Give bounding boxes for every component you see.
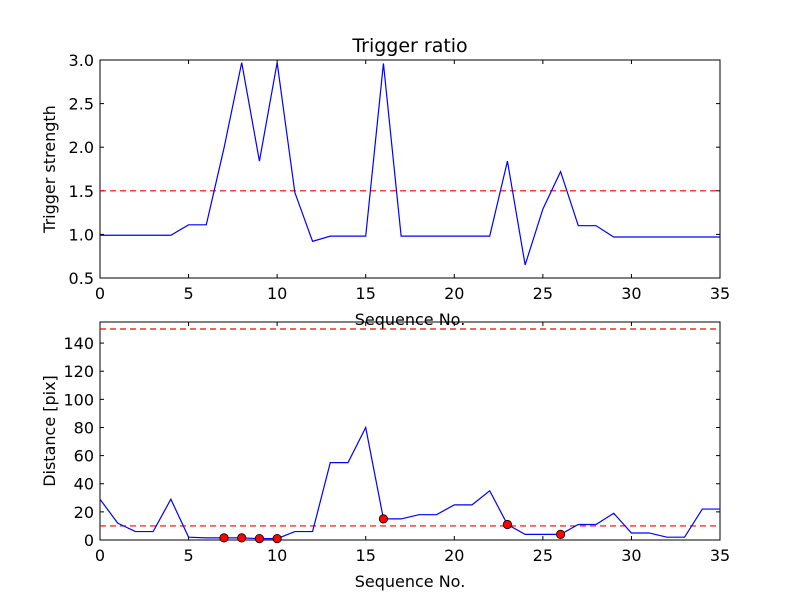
panel2-data-marker xyxy=(237,533,247,543)
panel1-axes-frame xyxy=(99,59,721,279)
panel2-x-tick-label: 20 xyxy=(444,546,464,565)
panel1-y-axis-label: Trigger strength xyxy=(40,105,59,234)
panel2-x-tick-label: 35 xyxy=(710,546,730,565)
panel1-x-tick-label: 25 xyxy=(533,284,553,303)
panel2-x-tick-label: 30 xyxy=(621,546,641,565)
panel2-y-tick-label: 100 xyxy=(63,390,94,409)
panel2-x-tick-label: 10 xyxy=(267,546,287,565)
panel1-x-tick-label: 30 xyxy=(621,284,641,303)
panel2-x-tick-label: 25 xyxy=(533,546,553,565)
panel1-y-tick-label: 2.5 xyxy=(69,95,94,114)
panel1-y-tick-label: 1.5 xyxy=(69,182,94,201)
panel2-y-tick-label: 40 xyxy=(74,475,94,494)
panel1-y-tick-label: 3.0 xyxy=(69,51,94,70)
panel2-data-marker xyxy=(502,519,513,530)
panel2-data-marker xyxy=(219,533,229,543)
panel1-x-tick-label: 0 xyxy=(95,284,105,303)
panel1-chart-title: Trigger ratio xyxy=(351,35,467,57)
panel2-data-marker xyxy=(555,529,566,539)
panel2-y-tick-label: 20 xyxy=(74,503,94,522)
panel1-y-tick-label: 0.5 xyxy=(69,269,94,288)
panel1-y-tick-label: 1.0 xyxy=(69,225,94,244)
panel2-x-tick-label: 5 xyxy=(183,546,193,565)
panel2-data-marker xyxy=(254,533,265,544)
panel2-data-marker xyxy=(272,533,282,544)
panel1-x-tick-label: 10 xyxy=(267,284,287,303)
panel2-y-axis-label: Distance [pix] xyxy=(40,375,59,487)
panel2-data-marker xyxy=(378,514,389,524)
panel2-y-tick-label: 120 xyxy=(63,362,94,381)
panel1-x-tick-label: 35 xyxy=(710,284,730,303)
panel2-x-axis-label: Sequence No. xyxy=(355,572,466,591)
panel1-x-tick-label: 15 xyxy=(356,284,376,303)
panel2-x-tick-label: 15 xyxy=(356,546,376,565)
panel2-y-tick-label: 140 xyxy=(63,334,94,353)
panel1-y-tick-label: 2.0 xyxy=(69,138,94,157)
panel2-y-tick-label: 80 xyxy=(74,418,94,437)
panel2-series-line xyxy=(99,425,720,540)
panel1-series-line xyxy=(100,62,720,266)
panel1-x-axis-label: Sequence No. xyxy=(355,310,466,329)
panel2-y-tick-label: 0 xyxy=(84,531,94,550)
panel2-axes-frame xyxy=(99,321,721,541)
panel1-x-tick-label: 5 xyxy=(183,284,193,303)
panel2-y-tick-label: 60 xyxy=(74,447,94,466)
panel1-x-tick-label: 20 xyxy=(444,284,464,303)
panel2-x-tick-label: 0 xyxy=(95,546,105,565)
